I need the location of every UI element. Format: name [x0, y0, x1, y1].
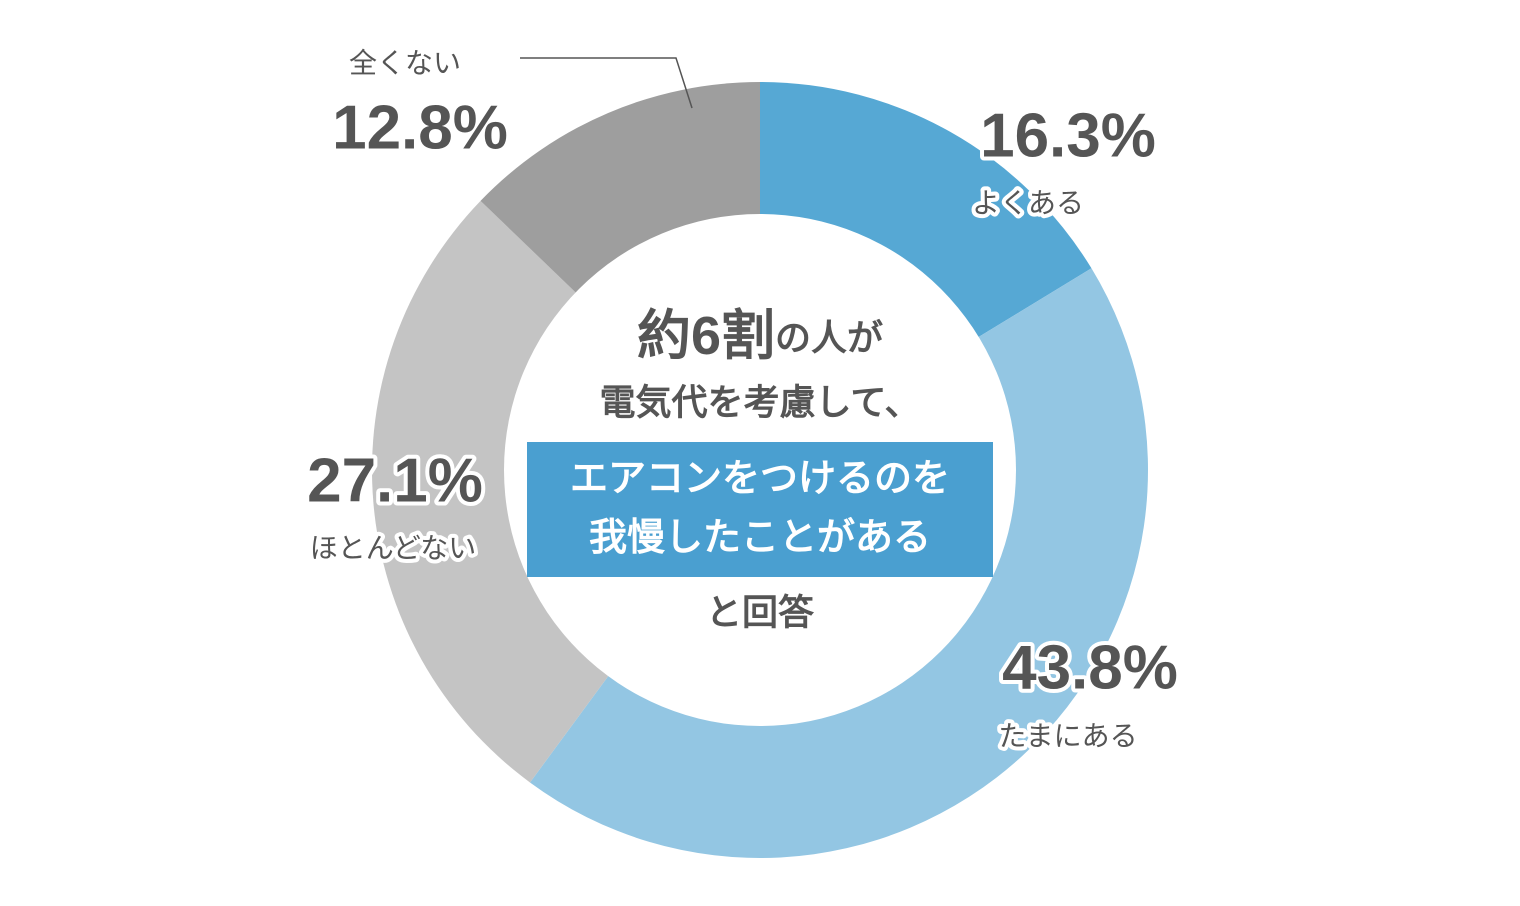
highlight-text: エアコンをつけるのを — [570, 458, 950, 500]
highlight-box — [527, 442, 993, 577]
center-headline: 約6割の人が — [637, 306, 883, 366]
center-line: 電気代を考慮して、 — [599, 382, 920, 423]
value-label: 27.1% — [307, 446, 483, 515]
center-tail: と回答 — [706, 592, 815, 633]
leader-line — [520, 57, 693, 109]
center-emphasis: 約6割 — [637, 306, 775, 366]
value-label: 16.3% — [980, 101, 1156, 170]
category-label: よくある — [972, 187, 1084, 218]
category-label: ほとんどない — [310, 532, 477, 563]
value-label: 43.8% — [1002, 633, 1178, 702]
category-label: たまにある — [998, 720, 1137, 751]
value-label: 12.8% — [332, 93, 508, 162]
center-lead: の人が — [775, 317, 883, 358]
category-label: 全くない — [349, 47, 461, 78]
highlight-text: 我慢したことがある — [589, 517, 931, 559]
